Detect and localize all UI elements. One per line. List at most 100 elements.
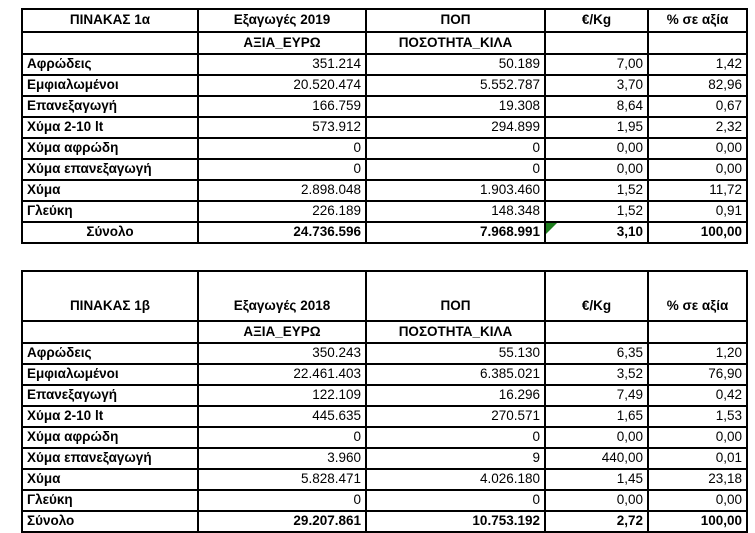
total-quantity-kg: 7.968.991 bbox=[365, 221, 546, 244]
value-cell: 573.912 bbox=[197, 116, 367, 139]
header-row: ΠΙΝΑΚΑΣ 1α Εξαγωγές 2019 ΠΟΠ €/Kg % σε α… bbox=[21, 8, 748, 33]
value-cell: 1,95 bbox=[544, 116, 649, 139]
value-cell: 0,91 bbox=[647, 200, 748, 223]
value-cell: 0 bbox=[197, 489, 367, 512]
value-cell: 16.296 bbox=[365, 384, 546, 407]
value-cell: 0 bbox=[197, 137, 367, 160]
value-cell: 351.214 bbox=[197, 53, 367, 76]
subheader-row: ΑΞΙΑ_ΕΥΡΩ ΠΟΣΟΤΗΤΑ_ΚΙΛΑ bbox=[21, 320, 748, 344]
row-label: Χύμα επανεξαγωγή bbox=[21, 447, 199, 470]
value-cell: 0 bbox=[197, 158, 367, 181]
row-label: Γλεύκη bbox=[21, 489, 199, 512]
value-cell: 226.189 bbox=[197, 200, 367, 223]
value-cell: 23,18 bbox=[647, 468, 748, 491]
row-label: Επανεξαγωγή bbox=[21, 95, 199, 118]
data-row: Γλεύκη 0 0 0,00 0,00 bbox=[21, 489, 748, 512]
data-row: Επανεξαγωγή 166.759 19.308 8,64 0,67 bbox=[21, 95, 748, 118]
value-cell: 0 bbox=[365, 137, 546, 160]
subheader-quantity-kg: ΠΟΣΟΤΗΤΑ_ΚΙΛΑ bbox=[365, 31, 546, 55]
value-cell: 122.109 bbox=[197, 384, 367, 407]
total-quantity-kg: 10.753.192 bbox=[365, 510, 546, 533]
empty-cell bbox=[647, 31, 748, 55]
value-cell: 0 bbox=[365, 426, 546, 449]
col-header-eur-per-kg: €/Kg bbox=[544, 8, 649, 33]
value-cell: 0,00 bbox=[544, 426, 649, 449]
data-row: Χύμα επανεξαγωγή 0 0 0,00 0,00 bbox=[21, 158, 748, 181]
row-label: Χύμα επανεξαγωγή bbox=[21, 158, 199, 181]
total-row: Σύνολο 24.736.596 7.968.991 3,10 100,00 bbox=[21, 221, 748, 244]
value-cell: 2.898.048 bbox=[197, 179, 367, 202]
row-label: Αφρώδεις bbox=[21, 53, 199, 76]
data-row: Αφρώδεις 350.243 55.130 6,35 1,20 bbox=[21, 342, 748, 365]
value-cell: 148.348 bbox=[365, 200, 546, 223]
total-eur-per-kg-text: 2,72 bbox=[616, 513, 643, 529]
row-label: Χύμα 2-10 lt bbox=[21, 405, 199, 428]
value-cell: 1,42 bbox=[647, 53, 748, 76]
total-eur-per-kg: 3,10 bbox=[544, 221, 649, 244]
header-row: ΠΙΝΑΚΑΣ 1β Εξαγωγές 2018 ΠΟΠ €/Kg % σε α… bbox=[21, 270, 748, 322]
value-cell: 11,72 bbox=[647, 179, 748, 202]
data-row: Χύμα επανεξαγωγή 3.960 9 440,00 0,01 bbox=[21, 447, 748, 470]
value-cell: 55.130 bbox=[365, 342, 546, 365]
value-cell: 0 bbox=[197, 426, 367, 449]
data-row: Επανεξαγωγή 122.109 16.296 7,49 0,42 bbox=[21, 384, 748, 407]
excel-error-marker-icon bbox=[547, 224, 557, 234]
data-row: Αφρώδεις 351.214 50.189 7,00 1,42 bbox=[21, 53, 748, 76]
value-cell: 1,20 bbox=[647, 342, 748, 365]
table-pinakas-1a: ΠΙΝΑΚΑΣ 1α Εξαγωγές 2019 ΠΟΠ €/Kg % σε α… bbox=[21, 8, 748, 244]
table-title: ΠΙΝΑΚΑΣ 1α bbox=[21, 8, 199, 33]
value-cell: 20.520.474 bbox=[197, 74, 367, 97]
total-share-value: 100,00 bbox=[647, 510, 748, 533]
value-cell: 5.828.471 bbox=[197, 468, 367, 491]
value-cell: 8,64 bbox=[544, 95, 649, 118]
data-row: Χύμα 5.828.471 4.026.180 1,45 23,18 bbox=[21, 468, 748, 491]
value-cell: 0 bbox=[365, 489, 546, 512]
row-label: Χύμα bbox=[21, 179, 199, 202]
value-cell: 19.308 bbox=[365, 95, 546, 118]
col-header-exports-year: Εξαγωγές 2019 bbox=[197, 8, 367, 33]
value-cell: 50.189 bbox=[365, 53, 546, 76]
value-cell: 0,00 bbox=[544, 158, 649, 181]
total-eur-per-kg: 2,72 bbox=[544, 510, 649, 533]
empty-cell bbox=[647, 320, 748, 344]
value-cell: 0,00 bbox=[647, 489, 748, 512]
value-cell: 0,42 bbox=[647, 384, 748, 407]
value-cell: 0,00 bbox=[544, 489, 649, 512]
value-cell: 350.243 bbox=[197, 342, 367, 365]
value-cell: 0,01 bbox=[647, 447, 748, 470]
col-header-share-value: % σε αξία bbox=[647, 270, 748, 322]
empty-cell bbox=[21, 31, 199, 55]
subheader-value-euro: ΑΞΙΑ_ΕΥΡΩ bbox=[197, 31, 367, 55]
total-value-euro: 24.736.596 bbox=[197, 221, 367, 244]
data-row: Χύμα αφρώδη 0 0 0,00 0,00 bbox=[21, 426, 748, 449]
data-row: Γλεύκη 226.189 148.348 1,52 0,91 bbox=[21, 200, 748, 223]
value-cell: 1.903.460 bbox=[365, 179, 546, 202]
value-cell: 3,52 bbox=[544, 363, 649, 386]
value-cell: 0,00 bbox=[544, 137, 649, 160]
value-cell: 0,00 bbox=[647, 158, 748, 181]
data-row: Εμφιαλωμένοι 20.520.474 5.552.787 3,70 82,96 bbox=[21, 74, 748, 97]
data-row: Χύμα 2-10 lt 445.635 270.571 1,65 1,53 bbox=[21, 405, 748, 428]
value-cell: 2,32 bbox=[647, 116, 748, 139]
subheader-value-euro: ΑΞΙΑ_ΕΥΡΩ bbox=[197, 320, 367, 344]
value-cell: 22.461.403 bbox=[197, 363, 367, 386]
total-label: Σύνολο bbox=[21, 221, 199, 244]
value-cell: 82,96 bbox=[647, 74, 748, 97]
col-header-share-value: % σε αξία bbox=[647, 8, 748, 33]
row-label: Επανεξαγωγή bbox=[21, 384, 199, 407]
subheader-quantity-kg: ΠΟΣΟΤΗΤΑ_ΚΙΛΑ bbox=[365, 320, 546, 344]
col-header-pop: ΠΟΠ bbox=[365, 270, 546, 322]
value-cell: 9 bbox=[365, 447, 546, 470]
value-cell: 5.552.787 bbox=[365, 74, 546, 97]
value-cell: 3,70 bbox=[544, 74, 649, 97]
row-label: Χύμα 2-10 lt bbox=[21, 116, 199, 139]
value-cell: 166.759 bbox=[197, 95, 367, 118]
value-cell: 294.899 bbox=[365, 116, 546, 139]
empty-cell bbox=[544, 31, 649, 55]
empty-cell bbox=[21, 320, 199, 344]
row-label: Εμφιαλωμένοι bbox=[21, 363, 199, 386]
value-cell: 7,49 bbox=[544, 384, 649, 407]
total-share-value: 100,00 bbox=[647, 221, 748, 244]
value-cell: 1,65 bbox=[544, 405, 649, 428]
